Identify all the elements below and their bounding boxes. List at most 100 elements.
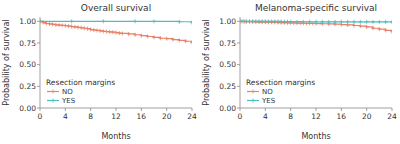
survival-line [40, 21, 192, 42]
x-tick [366, 108, 367, 111]
x-tick [192, 108, 193, 111]
censor-marker [390, 20, 392, 24]
y-tick [237, 21, 240, 22]
legend-label: NO [262, 88, 273, 96]
chart-title: Overall survival [81, 3, 151, 13]
censor-marker [352, 20, 356, 24]
x-tick-label: 16 [137, 112, 147, 121]
x-tick [341, 108, 342, 111]
x-tick [65, 108, 66, 111]
y-tick-label: 1.00 [219, 17, 236, 26]
censor-marker [320, 20, 324, 24]
censor-marker [133, 19, 137, 23]
censor-marker [333, 20, 337, 24]
panel: Melanoma-specific survival048121620240.0… [202, 3, 397, 141]
legend-marker [251, 90, 255, 94]
y-axis-line [40, 17, 41, 108]
censor-marker [101, 19, 105, 23]
chart-root: Overall survival048121620240.000.250.500… [0, 0, 400, 144]
censor-marker [67, 24, 71, 28]
censor-marker [152, 35, 156, 39]
censor-marker [114, 31, 118, 35]
censor-marker [327, 20, 331, 24]
censor-marker [190, 41, 192, 45]
y-tick-label: 1.00 [19, 17, 36, 26]
censor-marker [95, 28, 99, 32]
censor-marker [40, 19, 42, 23]
censor-marker [295, 20, 299, 24]
x-axis-label: Months [301, 132, 330, 141]
censor-marker [377, 27, 381, 31]
censor-marker [73, 25, 77, 29]
x-tick [392, 108, 393, 111]
y-tick [37, 108, 40, 109]
x-tick-label: 20 [162, 112, 172, 121]
censor-marker [44, 22, 48, 26]
x-tick-label: 12 [111, 112, 121, 121]
plot-area [240, 19, 392, 33]
censor-marker [127, 32, 131, 36]
y-tick-label: 0.75 [219, 39, 236, 48]
censor-marker [308, 20, 312, 24]
x-tick-label: 4 [263, 112, 268, 121]
legend-marker [51, 90, 55, 94]
censor-marker [89, 28, 93, 32]
censor-marker [371, 26, 375, 30]
survival-line [40, 21, 192, 22]
censor-marker [82, 26, 86, 30]
y-tick-label: 0.50 [19, 60, 36, 69]
censor-marker [51, 22, 55, 26]
legend: Resection marginsNOYES [246, 78, 315, 105]
censor-marker [346, 20, 350, 24]
censor-marker [158, 36, 162, 40]
censor-marker [184, 39, 188, 43]
legend: Resection marginsNOYES [46, 78, 115, 105]
y-tick [237, 86, 240, 87]
censor-marker [120, 31, 124, 35]
y-axis-label: Probability of survival [2, 19, 11, 105]
censor-marker [177, 20, 181, 24]
x-tick-label: 24 [387, 112, 397, 121]
censor-marker [63, 24, 67, 28]
y-axis-line [240, 17, 241, 108]
y-tick-label: 0.25 [219, 82, 236, 91]
y-tick-label: 0.00 [219, 104, 236, 113]
x-tick-label: 8 [88, 112, 93, 121]
y-tick [237, 43, 240, 44]
censor-marker [76, 25, 80, 29]
censor-marker [111, 30, 115, 34]
x-tick [265, 108, 266, 111]
x-tick-label: 8 [288, 112, 293, 121]
censor-marker [314, 20, 318, 24]
censor-marker [117, 31, 121, 35]
censor-marker [384, 28, 388, 32]
y-tick [37, 43, 40, 44]
x-tick-label: 20 [362, 112, 372, 121]
chart-title: Melanoma-specific survival [255, 3, 377, 13]
legend-marker [51, 99, 55, 103]
legend-title: Resection margins [246, 78, 315, 87]
censor-marker [365, 25, 369, 29]
censor-marker [289, 20, 293, 24]
y-tick-label: 0.00 [19, 104, 36, 113]
censor-marker [171, 38, 175, 42]
x-tick [116, 108, 117, 111]
x-tick [141, 108, 142, 111]
censor-marker [86, 27, 90, 31]
x-tick [166, 108, 167, 111]
legend-label: YES [61, 97, 76, 105]
censor-marker [98, 29, 102, 33]
panel: Overall survival048121620240.000.250.500… [2, 3, 197, 141]
censor-marker [390, 30, 392, 34]
y-tick-label: 0.25 [19, 82, 36, 91]
censor-marker [152, 19, 156, 23]
censor-marker [384, 20, 388, 24]
censor-marker [301, 20, 305, 24]
x-tick-label: 12 [311, 112, 321, 121]
censor-marker [339, 20, 343, 24]
y-tick [237, 108, 240, 109]
legend-label: NO [62, 88, 73, 96]
legend-marker [251, 99, 255, 103]
censor-marker [79, 26, 83, 30]
plot-area [40, 19, 192, 44]
